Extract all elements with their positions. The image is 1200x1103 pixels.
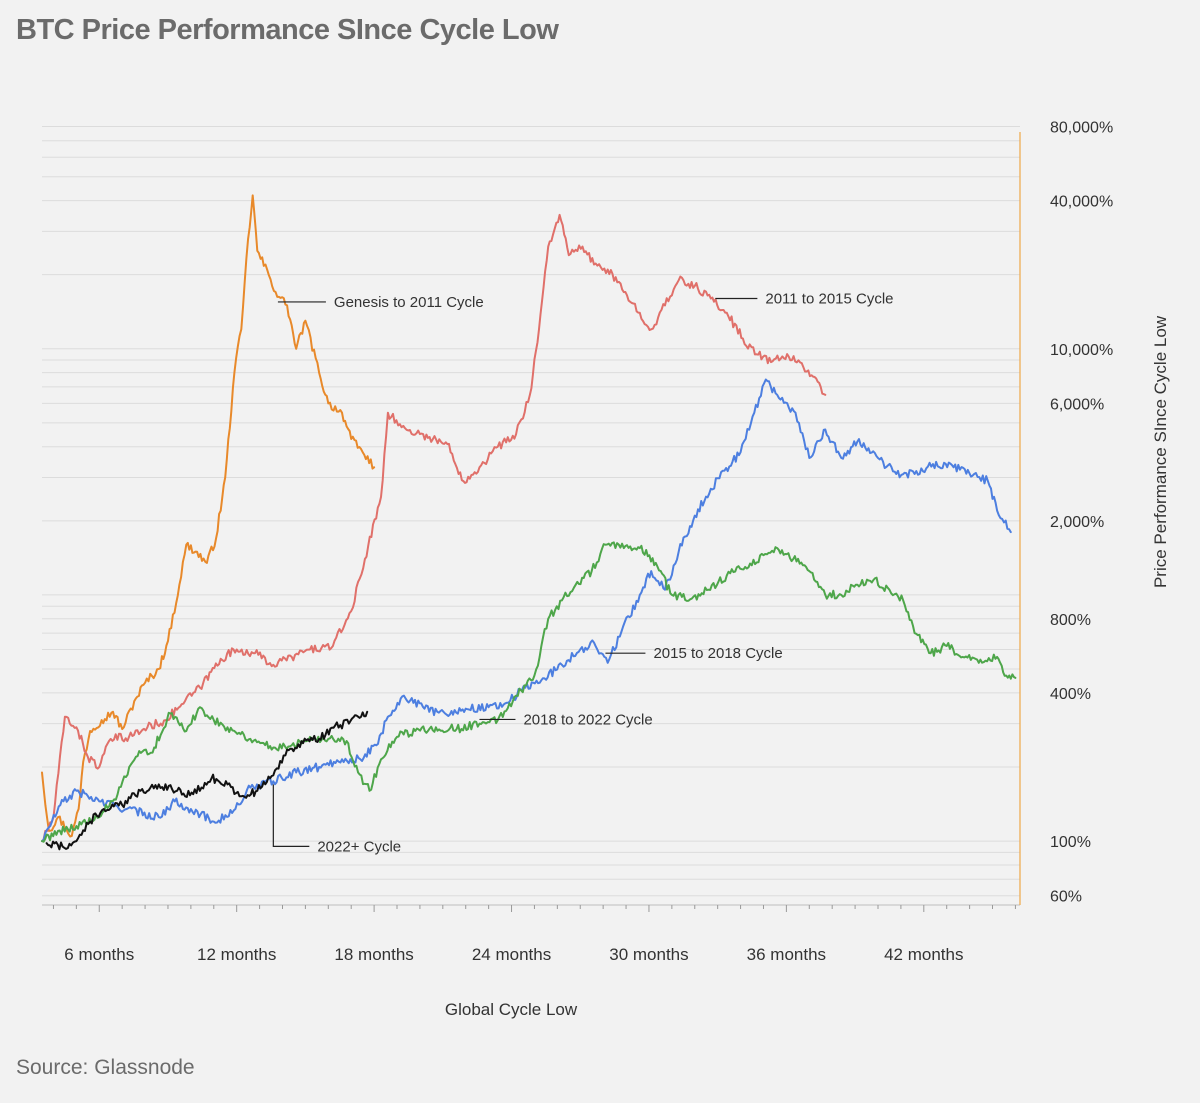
y-tick-label: 800% xyxy=(1050,612,1091,629)
y-tick-label: 2,000% xyxy=(1050,514,1104,531)
annotation-leader xyxy=(272,784,310,847)
x-tick-label: 30 months xyxy=(609,945,688,964)
annotation: 2011 to 2015 Cycle xyxy=(715,291,894,308)
annotation: Genesis to 2011 Cycle xyxy=(277,294,484,311)
series-line-2011-to-2015-cycle xyxy=(41,213,827,843)
y-tick-label: 80,000% xyxy=(1050,119,1113,136)
x-tick-label: 12 months xyxy=(197,945,276,964)
annotation-label: 2015 to 2018 Cycle xyxy=(653,645,782,662)
series-lines xyxy=(41,194,1017,851)
annotation-label: 2022+ Cycle xyxy=(317,838,401,855)
series-line-2018-to-2022-cycle xyxy=(41,541,1017,843)
y-tick-label: 60% xyxy=(1050,889,1082,906)
y-tick-label: 10,000% xyxy=(1050,342,1113,359)
y-tick-label: 40,000% xyxy=(1050,194,1113,211)
annotation-label: Genesis to 2011 Cycle xyxy=(334,294,484,311)
x-tick-label: 6 months xyxy=(64,945,134,964)
x-tick-label: 24 months xyxy=(472,945,551,964)
y-axis-title: Price Performance SInce Cycle Low xyxy=(1151,315,1170,588)
annotation: 2015 to 2018 Cycle xyxy=(605,645,783,662)
source-note: Source: Glassnode xyxy=(16,1056,195,1079)
y-tick-label: 6,000% xyxy=(1050,396,1104,413)
x-tick-label: 42 months xyxy=(884,945,963,964)
y-tick-label: 400% xyxy=(1050,686,1091,703)
series-line-2022-cycle xyxy=(45,710,369,851)
axes: 6 months 12 months 18 months 24 months 30 mo… xyxy=(42,119,1170,1019)
annotation: 2018 to 2022 Cycle xyxy=(479,711,653,728)
series-line-2015-to-2018-cycle xyxy=(41,378,1012,843)
x-tick-label: 36 months xyxy=(747,945,826,964)
annotation: 2022+ Cycle xyxy=(272,784,401,855)
annotation-label: 2018 to 2022 Cycle xyxy=(523,711,652,728)
x-axis-title: Global Cycle Low xyxy=(445,1000,578,1019)
y-tick-label: 100% xyxy=(1050,834,1091,851)
annotation-label: 2011 to 2015 Cycle xyxy=(765,291,893,308)
x-tick-label: 18 months xyxy=(334,945,413,964)
chart-title: BTC Price Performance SInce Cycle Low xyxy=(16,14,559,46)
series-line-genesis-to-2011-cycle xyxy=(41,194,376,838)
series-annotations: Genesis to 2011 Cycle 2011 to 2015 Cycle 2… xyxy=(272,291,894,855)
gridlines xyxy=(42,125,1020,897)
